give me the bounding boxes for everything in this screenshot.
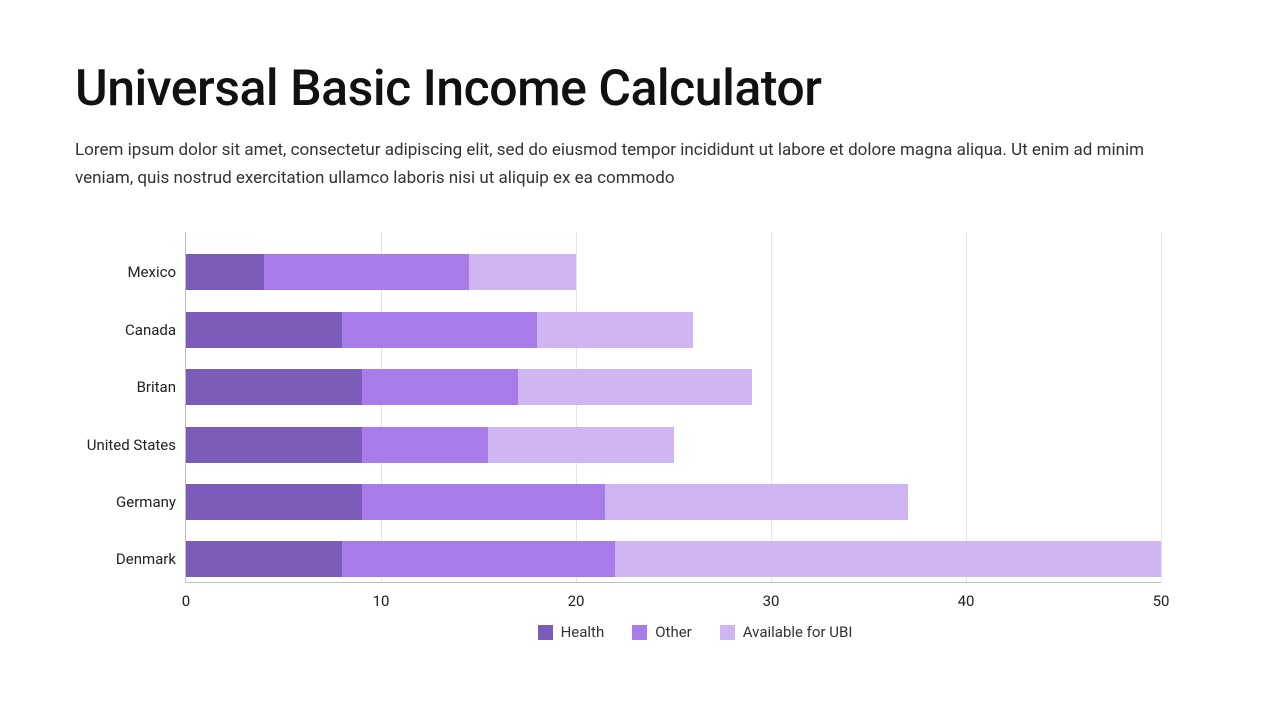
x-axis-tick: 0	[182, 582, 190, 610]
legend-item-available: Available for UBI	[720, 623, 853, 641]
bar-segment-health	[186, 541, 342, 577]
x-axis-tick: 10	[373, 582, 390, 610]
y-axis-label: Denmark	[66, 550, 186, 568]
x-axis-tick: 40	[958, 582, 975, 610]
bar-group	[186, 369, 1161, 405]
x-axis-tick: 30	[763, 582, 780, 610]
bar-segment-health	[186, 369, 362, 405]
ubi-chart: 0 10 20 30 40 50 Mexico Canada Britan United Stat…	[185, 232, 1205, 641]
page-root: Universal Basic Income Calculator Lorem …	[0, 0, 1280, 641]
bar-segment-other	[362, 369, 518, 405]
bar-segment-available	[615, 541, 1161, 577]
bar-segment-available	[605, 484, 907, 520]
y-axis-label: Canada	[66, 321, 186, 339]
bar-segment-health	[186, 427, 362, 463]
bar-group	[186, 484, 1161, 520]
chart-row: Britan	[186, 369, 1161, 405]
bar-segment-available	[537, 312, 693, 348]
chart-row: Denmark	[186, 541, 1161, 577]
bar-segment-other	[362, 484, 606, 520]
y-axis-label: United States	[66, 436, 186, 454]
x-axis-tick: 20	[568, 582, 585, 610]
bar-segment-health	[186, 312, 342, 348]
bar-segment-available	[518, 369, 752, 405]
legend-swatch	[632, 625, 647, 640]
legend-item-health: Health	[538, 623, 605, 641]
x-axis-tick: 50	[1153, 582, 1170, 610]
bar-segment-available	[469, 254, 576, 290]
bar-segment-other	[342, 312, 537, 348]
legend-item-other: Other	[632, 623, 692, 641]
legend-label: Health	[561, 623, 605, 641]
bar-segment-other	[362, 427, 489, 463]
page-title: Universal Basic Income Calculator	[75, 60, 1205, 118]
legend-label: Other	[655, 623, 692, 641]
y-axis-label: Britan	[66, 378, 186, 396]
bar-group	[186, 254, 1161, 290]
bar-group	[186, 312, 1161, 348]
chart-row: Canada	[186, 312, 1161, 348]
y-axis-label: Germany	[66, 493, 186, 511]
bar-segment-available	[488, 427, 673, 463]
legend-label: Available for UBI	[743, 623, 853, 641]
bar-segment-other	[264, 254, 469, 290]
bar-group	[186, 541, 1161, 577]
chart-legend: Health Other Available for UBI	[185, 623, 1205, 641]
bar-segment-health	[186, 254, 264, 290]
chart-row: United States	[186, 427, 1161, 463]
y-axis-label: Mexico	[66, 263, 186, 281]
page-subtitle: Lorem ipsum dolor sit amet, consectetur …	[75, 136, 1205, 192]
legend-swatch	[538, 625, 553, 640]
chart-row: Germany	[186, 484, 1161, 520]
chart-plot-area: 01020304050MexicoCanadaBritanUnited Stat…	[185, 232, 1161, 583]
chart-row: Mexico	[186, 254, 1161, 290]
bar-segment-other	[342, 541, 615, 577]
legend-swatch	[720, 625, 735, 640]
bar-segment-health	[186, 484, 362, 520]
bar-group	[186, 427, 1161, 463]
chart-gridline	[1161, 232, 1162, 582]
